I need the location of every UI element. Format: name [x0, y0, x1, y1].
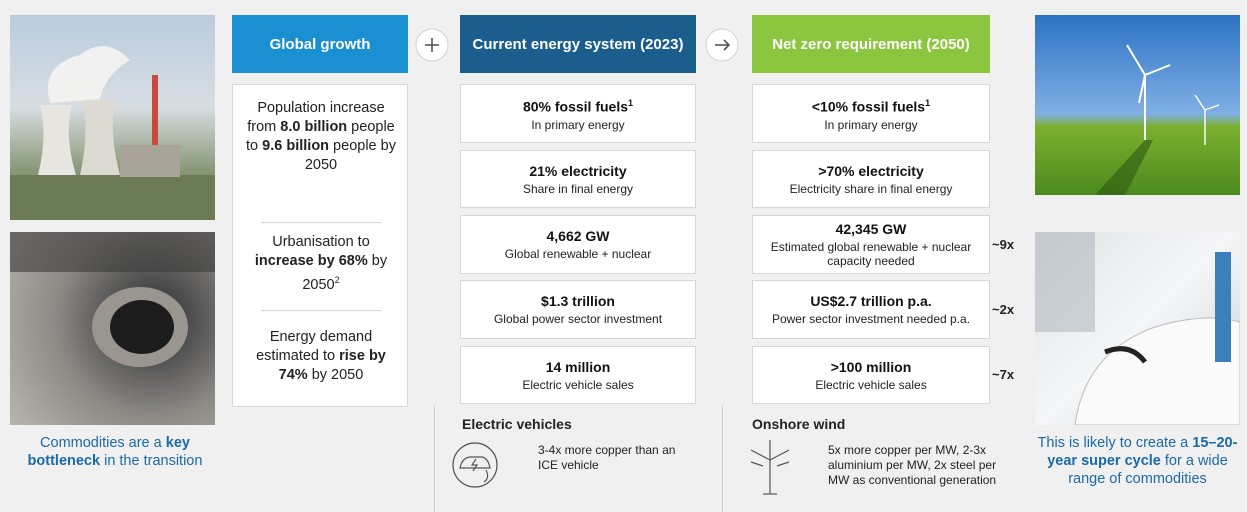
metric-description: In primary energy: [824, 118, 917, 132]
metric-headline: 14 million: [546, 359, 611, 376]
metric-card: 21% electricity Share in final energy: [460, 150, 696, 208]
metric-value: 80% fossil fuels: [523, 99, 628, 115]
footnote-mark: 1: [628, 98, 633, 108]
net-zero-header: Net zero requirement (2050): [752, 15, 990, 73]
metric-value: US$2.7 trillion p.a.: [810, 293, 931, 309]
wind-art: [1035, 15, 1240, 195]
metric-description: Electricity share in final energy: [790, 182, 953, 196]
metric-description: In primary energy: [531, 118, 624, 132]
current-energy-header: Current energy system (2023): [460, 15, 696, 73]
power-plant-photo: [10, 15, 215, 220]
growth-item: Urbanisation to increase by 68% by 20502: [245, 233, 397, 295]
footer-title: Onshore wind: [752, 416, 845, 432]
multiplier: ~7x: [992, 367, 1014, 382]
text: in the transition: [100, 453, 202, 469]
infographic: Global growth Population increase from 8…: [0, 0, 1247, 512]
metric-card: 14 million Electric vehicle sales: [460, 346, 696, 404]
arrow-icon: [704, 27, 740, 63]
divider: [434, 405, 435, 512]
plus-icon: [414, 27, 450, 63]
metric-value: 4,662 GW: [546, 228, 609, 244]
multiplier: ~2x: [992, 302, 1014, 317]
metric-description: Global power sector investment: [494, 312, 662, 326]
metric-value: 14 million: [546, 359, 611, 375]
separator: [261, 222, 381, 223]
exhaust-photo: [10, 232, 215, 425]
metric-headline: 4,662 GW: [546, 228, 609, 245]
divider: [722, 405, 723, 512]
ev-charging-photo: [1035, 232, 1240, 425]
text: This is likely to create a: [1038, 435, 1193, 451]
footer-text: 5x more copper per MW, 2-3x aluminium pe…: [828, 443, 998, 488]
metric-headline: 42,345 GW: [836, 221, 907, 238]
metric-headline: >70% electricity: [818, 163, 923, 180]
power-plant-art: [10, 15, 215, 220]
text: by 2050: [308, 367, 364, 383]
metric-description: Share in final energy: [523, 182, 633, 196]
metric-description: Power sector investment needed p.a.: [772, 312, 970, 326]
text: Commodities are a: [40, 435, 166, 451]
wind-photo: [1035, 15, 1240, 195]
metric-value: 21% electricity: [529, 163, 626, 179]
metric-value: 42,345 GW: [836, 221, 907, 237]
footer-title: Electric vehicles: [462, 416, 572, 432]
footnote-mark: 2: [335, 275, 340, 285]
bold-text: increase by 68%: [255, 253, 368, 269]
metric-headline: US$2.7 trillion p.a.: [810, 293, 931, 310]
metric-card: 42,345 GW Estimated global renewable + nu…: [752, 215, 990, 274]
exhaust-art: [10, 232, 215, 425]
separator: [261, 310, 381, 311]
metric-value: >100 million: [831, 359, 912, 375]
metric-description: Global renewable + nuclear: [505, 247, 651, 261]
bold-text: 9.6 billion: [262, 138, 329, 154]
metric-value: <10% fossil fuels: [812, 99, 925, 115]
left-caption: Commodities are a key bottleneck in the …: [10, 434, 220, 470]
wind-turbine-icon: [745, 438, 795, 498]
ev-art: [1035, 232, 1240, 425]
metric-value: $1.3 trillion: [541, 293, 615, 309]
metric-headline: >100 million: [831, 359, 912, 376]
metric-card: $1.3 trillion Global power sector investm…: [460, 280, 696, 339]
text: Urbanisation to: [272, 234, 370, 250]
metric-card: <10% fossil fuels1 In primary energy: [752, 84, 990, 143]
metric-card: >100 million Electric vehicle sales: [752, 346, 990, 404]
multiplier: ~9x: [992, 237, 1014, 252]
ev-icon: [450, 440, 500, 490]
metric-description: Electric vehicle sales: [522, 378, 633, 392]
footnote-mark: 1: [925, 98, 930, 108]
growth-item: Population increase from 8.0 billion peo…: [245, 99, 397, 175]
right-caption: This is likely to create a 15–20-year su…: [1030, 434, 1245, 488]
metric-card: 4,662 GW Global renewable + nuclear: [460, 215, 696, 274]
footer-text: 3-4x more copper than an ICE vehicle: [538, 443, 698, 473]
global-growth-header: Global growth: [232, 15, 408, 73]
metric-value: >70% electricity: [818, 163, 923, 179]
growth-item: Energy demand estimated to rise by 74% b…: [245, 328, 397, 385]
metric-card: 80% fossil fuels1 In primary energy: [460, 84, 696, 143]
metric-description: Electric vehicle sales: [815, 378, 926, 392]
metric-card: >70% electricity Electricity share in fin…: [752, 150, 990, 208]
metric-headline: 21% electricity: [529, 163, 626, 180]
metric-description: Estimated global renewable + nuclear cap…: [765, 240, 977, 268]
metric-headline: $1.3 trillion: [541, 293, 615, 310]
metric-headline: <10% fossil fuels1: [812, 95, 930, 116]
metric-card: US$2.7 trillion p.a. Power sector investm…: [752, 280, 990, 339]
bold-text: 8.0 billion: [280, 119, 347, 135]
global-growth-box: Population increase from 8.0 billion peo…: [232, 84, 408, 407]
metric-headline: 80% fossil fuels1: [523, 95, 633, 116]
